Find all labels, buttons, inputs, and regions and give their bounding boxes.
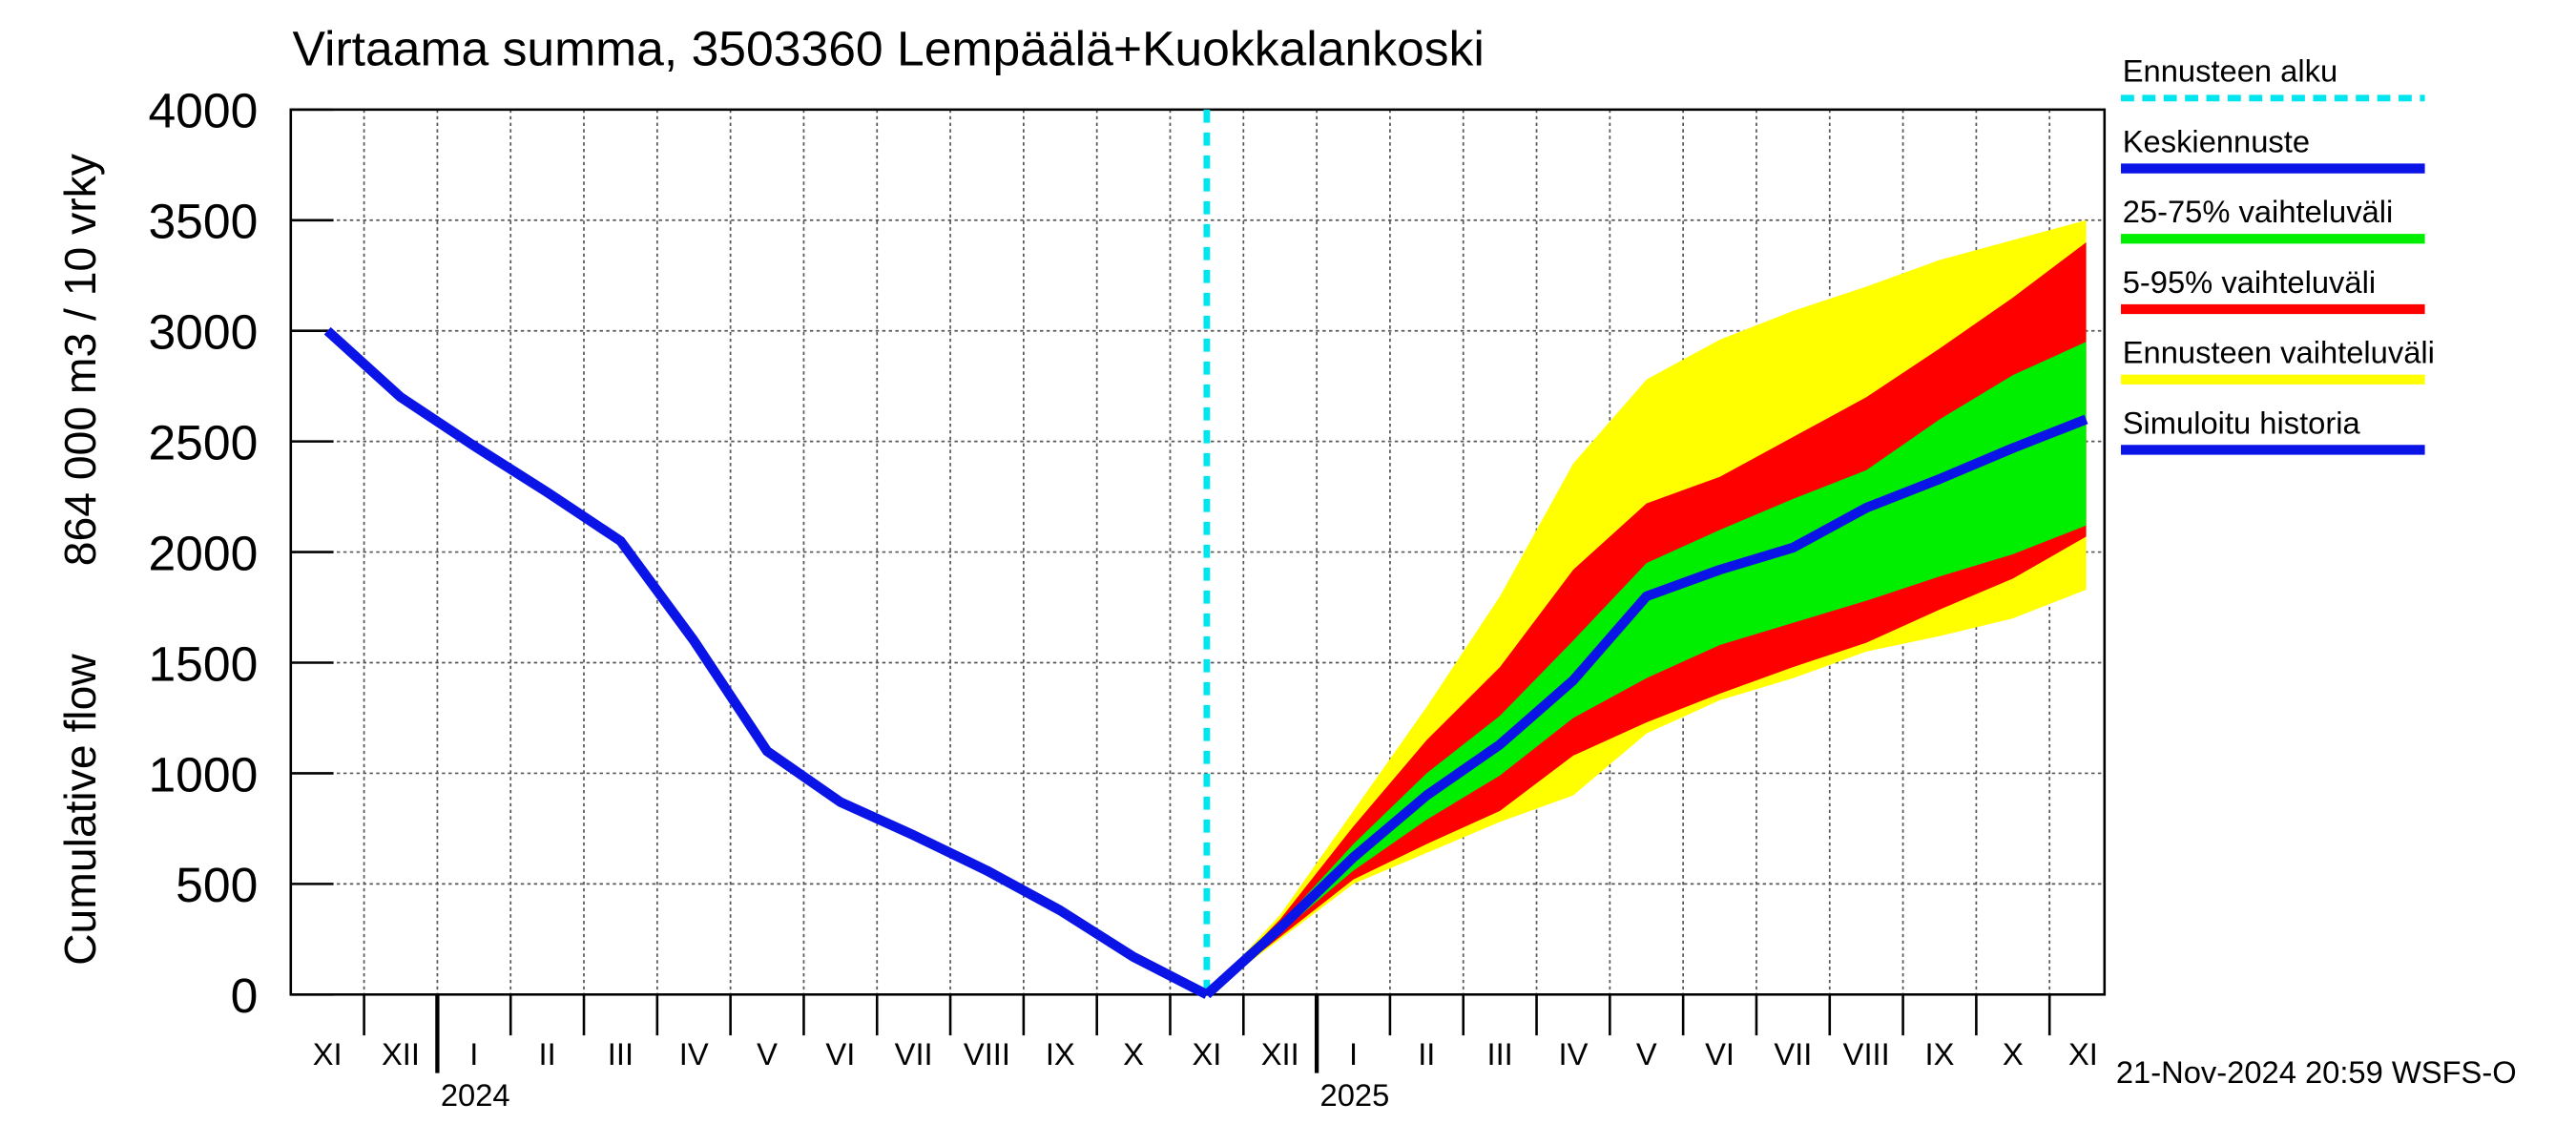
x-tick-label: XII bbox=[382, 1036, 420, 1072]
x-tick-label: I bbox=[1349, 1036, 1358, 1072]
x-tick-label: I bbox=[469, 1036, 478, 1072]
x-tick-label: V bbox=[1636, 1036, 1657, 1072]
y-tick-label: 2500 bbox=[148, 415, 258, 470]
x-tick-label: II bbox=[1418, 1036, 1435, 1072]
x-tick-label: IX bbox=[1925, 1036, 1955, 1072]
x-tick-label: IV bbox=[1558, 1036, 1588, 1072]
chart-title: Virtaama summa, 3503360 Lempäälä+Kuokkal… bbox=[293, 21, 1485, 76]
x-tick-label: IX bbox=[1046, 1036, 1075, 1072]
x-tick-label: VI bbox=[825, 1036, 855, 1072]
line bbox=[1203, 414, 2088, 999]
legend-label: Keskiennuste bbox=[2123, 123, 2310, 158]
legend-label: 5-95% vaihteluväli bbox=[2123, 264, 2376, 300]
year-label: 2024 bbox=[441, 1077, 510, 1113]
x-tick-label: VI bbox=[1705, 1036, 1735, 1072]
y-tick-label: 4000 bbox=[148, 83, 258, 138]
year-label: 2025 bbox=[1320, 1077, 1390, 1113]
legend-label: Ennusteen alku bbox=[2123, 53, 2337, 89]
legend-label: Ennusteen vaihteluväli bbox=[2123, 335, 2435, 370]
x-tick-label: IV bbox=[679, 1036, 709, 1072]
x-tick-label: XI bbox=[1192, 1036, 1221, 1072]
y-tick-label: 2000 bbox=[148, 526, 258, 581]
y-axis-label: Cumulative flow bbox=[55, 654, 105, 966]
x-tick-label: XI bbox=[313, 1036, 343, 1072]
x-tick-label: X bbox=[2003, 1036, 2024, 1072]
y-tick-label: 3500 bbox=[148, 194, 258, 249]
legend-label: Simuloitu historia bbox=[2123, 405, 2361, 440]
x-tick-label: II bbox=[539, 1036, 556, 1072]
line bbox=[323, 326, 1210, 999]
y-tick-label: 500 bbox=[176, 857, 258, 912]
x-tick-label: V bbox=[757, 1036, 778, 1072]
x-tick-label: III bbox=[608, 1036, 634, 1072]
y-tick-label: 3000 bbox=[148, 304, 258, 360]
x-tick-label: X bbox=[1123, 1036, 1144, 1072]
y-tick-label: 1000 bbox=[148, 746, 258, 802]
footer: 21-Nov-2024 20:59 WSFS-O bbox=[2116, 1054, 2517, 1090]
x-tick-label: VIII bbox=[964, 1036, 1010, 1072]
x-tick-label: III bbox=[1486, 1036, 1512, 1072]
x-tick-label: XI bbox=[2068, 1036, 2098, 1072]
x-tick-label: VIII bbox=[1843, 1036, 1890, 1072]
legend-label: 25-75% vaihteluväli bbox=[2123, 194, 2394, 229]
x-tick-label: VII bbox=[895, 1036, 933, 1072]
x-tick-label: XII bbox=[1261, 1036, 1299, 1072]
y-tick-label: 1500 bbox=[148, 635, 258, 691]
y-tick-label: 0 bbox=[231, 968, 259, 1023]
y-axis-label: 864 000 m3 / 10 vrky bbox=[55, 153, 105, 566]
x-tick-label: VII bbox=[1774, 1036, 1812, 1072]
